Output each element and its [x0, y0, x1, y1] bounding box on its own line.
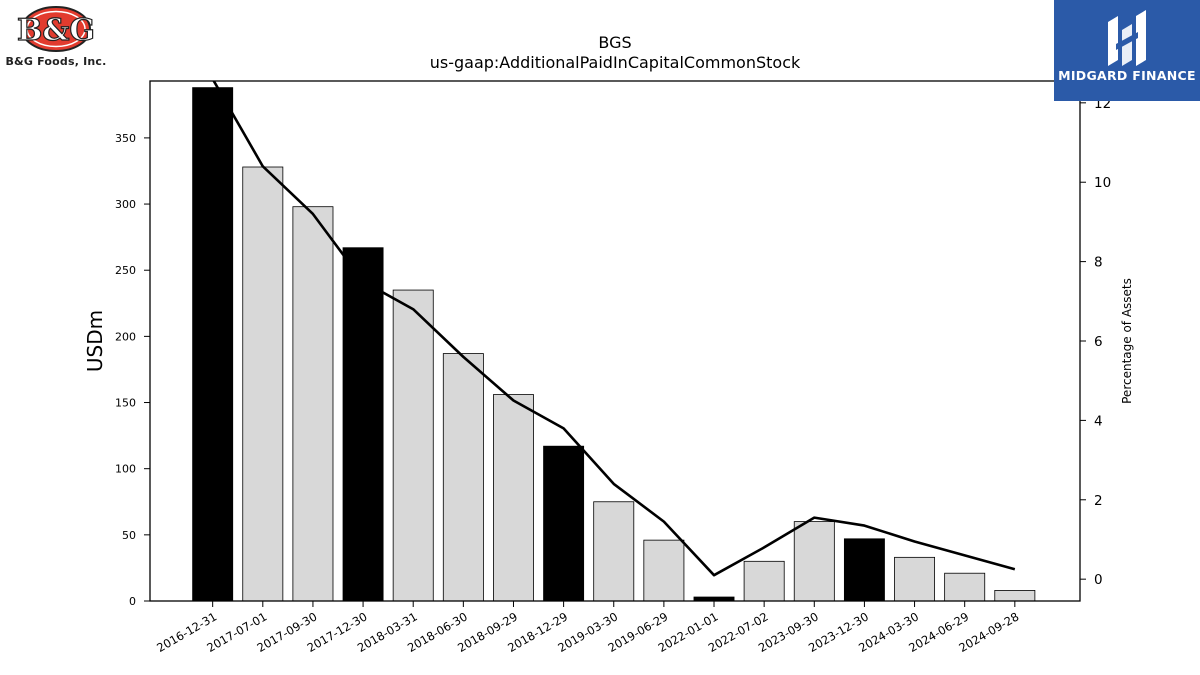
bg-foods-emblem-icon: B&G: [16, 6, 96, 52]
bar-2024-06-29: [944, 572, 986, 602]
bar-2017-07-01: [242, 166, 284, 602]
line-layer: [212, 81, 1016, 577]
y-tick-label: 350: [115, 132, 136, 145]
y-tick-label: 150: [115, 397, 136, 410]
y2-axis-label: Percentage of Assets: [1120, 278, 1134, 404]
chart-subtitle: us-gaap:AdditionalPaidInCapitalCommonSto…: [430, 53, 801, 72]
y-tick-label: 300: [115, 198, 136, 211]
bar-2018-03-31: [392, 289, 434, 602]
bg-foods-logo: B&G B&G Foods, Inc.: [2, 4, 110, 70]
bar-2018-06-30: [442, 353, 484, 602]
bar-2019-06-29: [643, 539, 685, 602]
bar-2023-12-30: [843, 538, 885, 602]
bar-2016-12-31: [192, 87, 234, 602]
y-tick-label: 0: [129, 595, 136, 608]
bar-2017-12-30: [342, 247, 384, 602]
y-axis-label: USDm: [83, 310, 107, 372]
bar-2024-09-28: [994, 590, 1036, 602]
y2-tick-label: 8: [1094, 255, 1103, 271]
y2-tick-label: 2: [1094, 493, 1103, 509]
y-tick-label: 250: [115, 264, 136, 277]
y2-tick-label: 6: [1094, 334, 1103, 350]
midgard-finance-logo-text: MIDGARD FINANCE: [1058, 68, 1196, 83]
svg-text:B&G: B&G: [17, 13, 95, 48]
x-ticks: 2016-12-312017-07-012017-09-302017-12-30…: [154, 601, 1021, 655]
y2-tick-label: 10: [1094, 175, 1111, 191]
y2-tick-label: 4: [1094, 413, 1103, 429]
y-tick-label: 100: [115, 463, 136, 476]
midgard-emblem-icon: [1108, 10, 1146, 66]
bar-2018-12-29: [543, 445, 585, 602]
y-tick-label: 50: [122, 529, 136, 542]
chart-title: BGS: [598, 33, 631, 52]
y-ticks: 0 50 100 150 200 250 300 350: [115, 132, 150, 608]
bar-2019-03-30: [593, 501, 635, 602]
bg-foods-logo-text: B&G Foods, Inc.: [5, 55, 107, 68]
bar-2022-07-02: [743, 560, 785, 602]
y2-tick-label: 0: [1094, 572, 1103, 588]
bars-layer: [192, 87, 1036, 602]
bar-2024-03-30: [894, 556, 936, 602]
bar-2023-09-30: [793, 521, 835, 602]
bar-2018-09-29: [493, 394, 534, 602]
y-tick-label: 200: [115, 330, 136, 343]
midgard-finance-logo: MIDGARD FINANCE: [1054, 0, 1200, 101]
percentage-of-assets-line: [212, 81, 1016, 577]
bar-2017-09-30: [292, 206, 334, 602]
